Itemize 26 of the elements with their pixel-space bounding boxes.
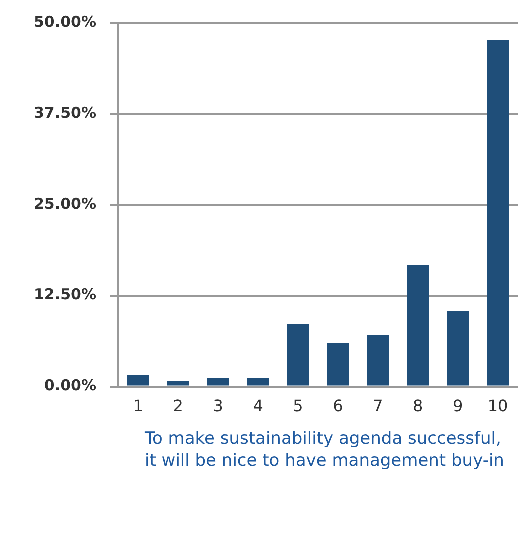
- bar: [407, 265, 430, 386]
- x-tick-label: 8: [413, 396, 424, 416]
- bar: [327, 343, 350, 386]
- y-tick-label: 25.00%: [34, 194, 96, 213]
- bar: [287, 324, 310, 386]
- x-tick-label: 6: [333, 396, 344, 416]
- text: To make sustainability agenda successful, it will be nice to have management buy-in: [145, 428, 506, 472]
- y-tick-label: 50.00%: [34, 12, 96, 31]
- x-tick-label: 4: [253, 396, 264, 416]
- x-tick-label: 5: [293, 396, 304, 416]
- y-tick-label: 0.00%: [44, 376, 96, 395]
- bar: [167, 380, 190, 386]
- bar: [247, 378, 270, 386]
- x-tick-label: 2: [173, 396, 184, 416]
- bar: [487, 40, 510, 386]
- x-tick-label: 7: [373, 396, 384, 416]
- y-tick-label: 12.50%: [34, 286, 96, 304]
- x-tick-label: 10: [488, 396, 508, 416]
- x-tick-label: 1: [133, 396, 144, 416]
- bar: [447, 311, 470, 386]
- bar: [367, 335, 390, 386]
- x-tick-label: 3: [213, 396, 224, 416]
- x-tick-label: 9: [452, 396, 464, 416]
- y-tick-label: 37.50%: [34, 104, 96, 122]
- bar: [127, 375, 150, 386]
- bar: [207, 378, 230, 386]
